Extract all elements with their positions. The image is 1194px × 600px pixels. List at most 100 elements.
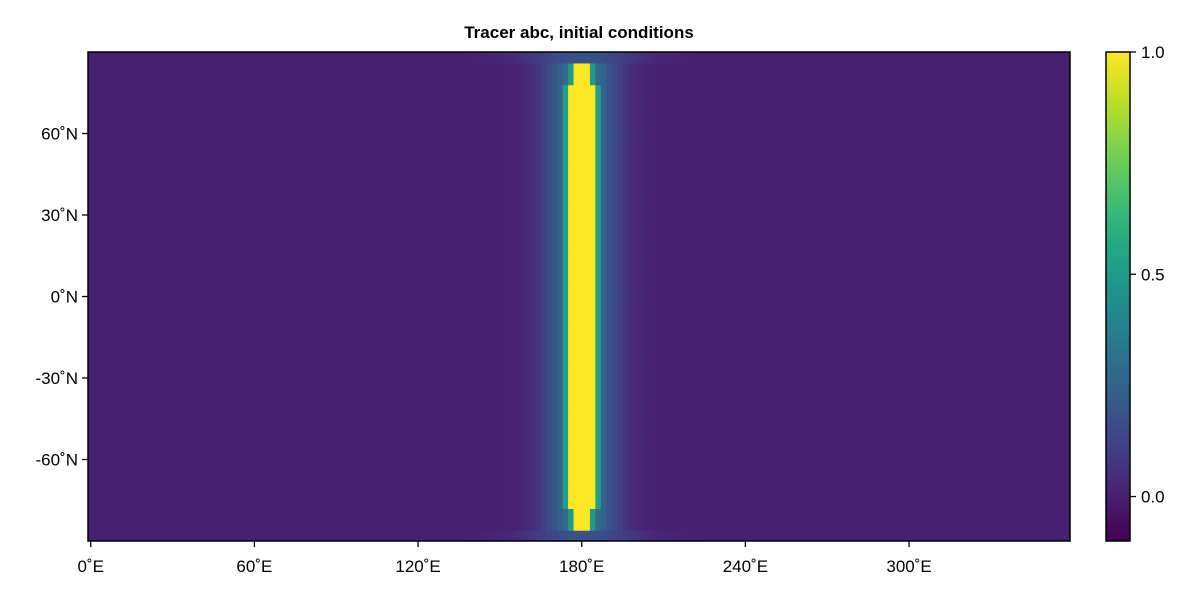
heatmap-cell <box>900 399 907 412</box>
heatmap-cell <box>971 258 978 270</box>
heatmap-cell <box>175 497 182 509</box>
heatmap-cell <box>158 432 165 444</box>
heatmap-cell <box>469 301 476 314</box>
heatmap-cell <box>273 410 280 423</box>
heatmap-cell <box>175 508 182 520</box>
heatmap-cell <box>611 247 618 260</box>
heatmap-cell <box>628 399 635 412</box>
heatmap-cell <box>377 301 384 314</box>
heatmap-cell <box>262 399 269 412</box>
heatmap-cell <box>873 432 880 444</box>
heatmap-cell <box>131 432 138 444</box>
heatmap-cell <box>295 421 302 433</box>
heatmap-cell <box>1020 334 1027 346</box>
heatmap-cell <box>442 508 449 520</box>
heatmap-cell <box>109 312 116 325</box>
heatmap-cell <box>579 345 586 357</box>
heatmap-cell <box>780 519 787 531</box>
heatmap-cell <box>480 486 487 499</box>
heatmap-cell <box>911 497 918 509</box>
heatmap-cell <box>175 432 182 444</box>
heatmap-cell <box>164 378 171 390</box>
heatmap-cell <box>977 519 984 531</box>
heatmap-cell <box>469 367 476 379</box>
heatmap-cell <box>497 323 504 336</box>
heatmap-cell <box>584 443 591 455</box>
heatmap-cell <box>682 519 689 531</box>
heatmap-cell <box>1020 399 1027 412</box>
heatmap-cell <box>557 497 564 509</box>
heatmap-cell <box>475 497 482 509</box>
heatmap-cell <box>126 258 133 270</box>
heatmap-cell <box>458 497 466 509</box>
heatmap-cell <box>88 388 95 401</box>
heatmap-cell <box>186 388 193 401</box>
heatmap-cell <box>606 291 613 303</box>
heatmap-cell <box>497 454 504 466</box>
heatmap-cell <box>622 334 629 346</box>
heatmap-cell <box>748 454 755 466</box>
heatmap-cell <box>889 519 897 531</box>
heatmap-cell <box>311 247 318 260</box>
heatmap-cell <box>1031 280 1038 292</box>
heatmap-cell <box>922 399 929 412</box>
heatmap-cell <box>655 258 662 270</box>
heatmap-cell <box>939 345 946 357</box>
heatmap-cell <box>344 421 351 433</box>
heatmap-cell <box>164 345 171 357</box>
heatmap-cell <box>393 334 400 346</box>
heatmap-cell <box>715 356 722 368</box>
heatmap-cell <box>971 312 978 325</box>
heatmap-cell <box>791 258 798 270</box>
heatmap-cell <box>775 421 782 433</box>
heatmap-cell <box>655 432 662 444</box>
heatmap-cell <box>775 508 782 520</box>
heatmap-cell <box>868 323 875 336</box>
heatmap-cell <box>1009 280 1017 292</box>
heatmap-cell <box>251 378 258 390</box>
heatmap-cell <box>895 464 902 477</box>
heatmap-cell <box>753 312 760 325</box>
heatmap-cell <box>895 443 902 455</box>
heatmap-cell <box>988 464 995 477</box>
heatmap-cell <box>131 367 138 379</box>
heatmap-cell <box>699 497 706 509</box>
heatmap-cell <box>513 258 520 270</box>
heatmap-cell <box>420 345 427 357</box>
heatmap-cell <box>655 378 662 390</box>
heatmap-cell <box>257 312 264 325</box>
heatmap-cell <box>829 486 837 499</box>
heatmap-cell <box>1064 334 1070 346</box>
heatmap-cell <box>628 519 635 531</box>
heatmap-cell <box>448 475 455 488</box>
heatmap-cell <box>682 301 689 314</box>
heatmap-cell <box>562 486 569 499</box>
heatmap-cell <box>349 519 356 531</box>
heatmap-cell <box>726 291 733 303</box>
heatmap-cell <box>273 312 280 325</box>
heatmap-cell <box>928 410 935 423</box>
heatmap-cell <box>420 432 427 444</box>
heatmap-cell <box>999 334 1006 346</box>
heatmap-cell <box>393 432 400 444</box>
heatmap-cell <box>666 247 673 260</box>
heatmap-cell <box>404 378 411 390</box>
heatmap-cell <box>535 388 542 401</box>
heatmap-cell <box>1031 334 1038 346</box>
heatmap-cell <box>617 356 624 368</box>
heatmap-cell <box>349 443 356 455</box>
heatmap-cell <box>284 497 291 509</box>
heatmap-cell <box>737 291 744 303</box>
heatmap-cell <box>524 497 531 509</box>
heatmap-cell <box>1020 519 1027 531</box>
heatmap-cell <box>1048 258 1055 270</box>
heatmap-cell <box>126 312 133 325</box>
heatmap-cell <box>1037 378 1044 390</box>
heatmap-cell <box>748 334 755 346</box>
heatmap-cell <box>404 497 411 509</box>
heatmap-cell <box>349 269 356 281</box>
heatmap-cell <box>513 519 520 531</box>
heatmap-cell <box>377 443 384 455</box>
heatmap-cell <box>699 530 706 541</box>
heatmap-cell <box>786 486 793 499</box>
